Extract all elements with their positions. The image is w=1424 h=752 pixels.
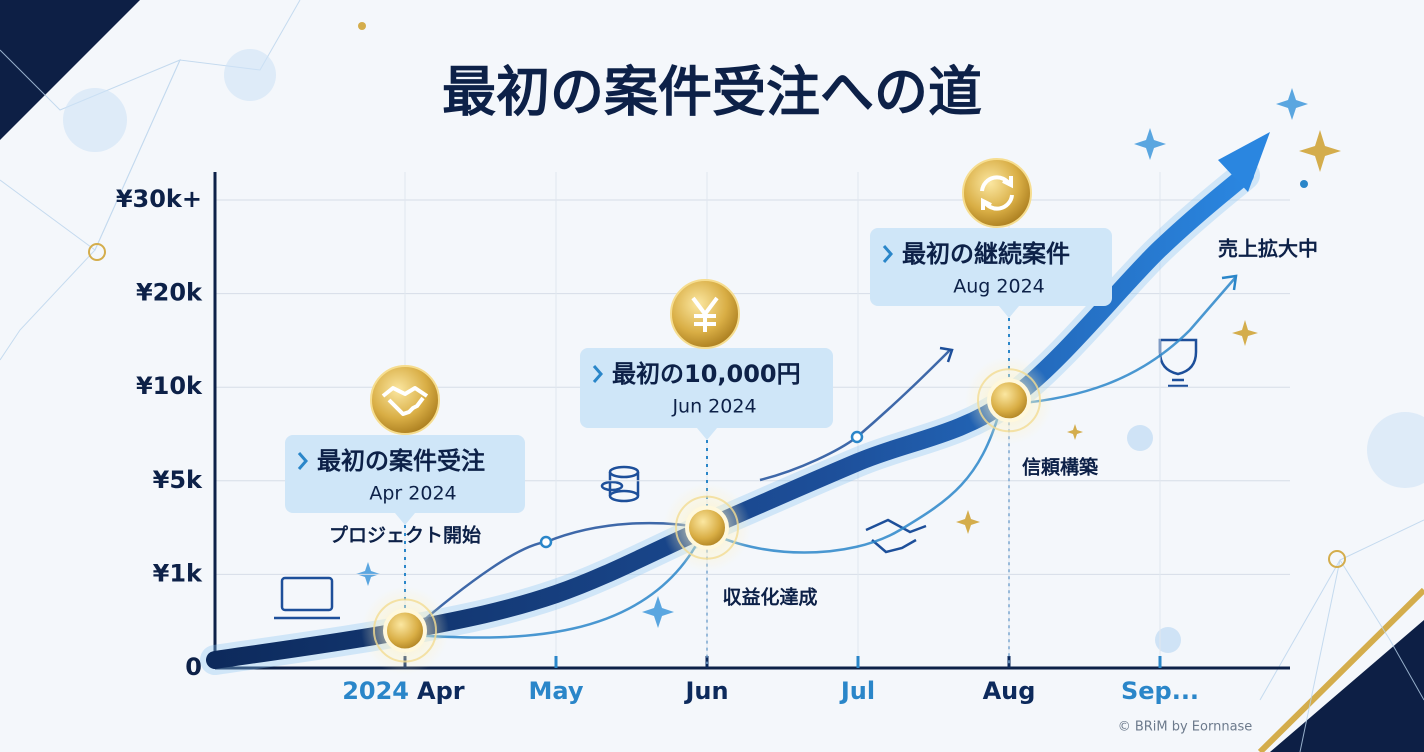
- milestone-caption: 収益化達成: [722, 586, 817, 609]
- y-tick-label: ¥10k: [136, 372, 203, 400]
- milestone-date: Apr 2024: [369, 483, 456, 505]
- milestone-ring: [373, 598, 437, 663]
- x-tick-label: Jul: [839, 677, 875, 705]
- x-year-label: 2024: [342, 677, 409, 705]
- milestone-caption: 信頼構築: [1022, 456, 1099, 479]
- milestone-caption: プロジェクト開始: [329, 524, 481, 547]
- footer: © BRiM by Eornnase: [1118, 720, 1253, 735]
- trend-label: 売上拡大中: [1218, 237, 1318, 261]
- arrow-head: [1218, 132, 1270, 192]
- icon-symbol: [691, 296, 719, 332]
- callout-box: [285, 435, 525, 513]
- milestone-icon: [370, 365, 440, 435]
- milestone-point: [383, 608, 427, 653]
- callout-box: [870, 228, 1112, 306]
- milestone-point: [987, 378, 1031, 423]
- arrow-small: [1221, 274, 1238, 291]
- y-tick-label: ¥20k: [136, 279, 203, 307]
- icon-symbol: [980, 175, 1014, 211]
- milestone-title: 最初の10,000円: [612, 360, 801, 388]
- milestone-point: [685, 505, 729, 550]
- milestone-ring: [977, 368, 1041, 433]
- icon-symbol: [381, 386, 429, 416]
- secondary-path: [409, 409, 1002, 639]
- milestone-ring: [675, 495, 739, 560]
- callout-pointer: [999, 306, 1019, 318]
- milestone-title: 最初の案件受注: [317, 447, 485, 475]
- x-tick-label: May: [529, 677, 584, 705]
- path-node: [850, 430, 864, 444]
- x-tick-label: Apr: [417, 677, 465, 705]
- milestone-icon: [962, 158, 1032, 228]
- y-tick-label: ¥30k+: [116, 185, 202, 213]
- y-tick-label: ¥5k: [153, 466, 203, 494]
- milestone-title: 最初の継続案件: [902, 240, 1070, 268]
- x-tick-label: Jun: [683, 677, 728, 705]
- path-node: [539, 535, 553, 549]
- callout-box: [580, 348, 833, 428]
- page-title: 最初の案件受注への道: [442, 61, 982, 124]
- callout-pointer: [697, 428, 717, 440]
- y-tick-label: 0: [185, 653, 202, 681]
- callout-pointer: [395, 513, 415, 525]
- arrow-small: [939, 346, 954, 363]
- milestone-date: Jun 2024: [671, 396, 756, 418]
- chevron: [297, 452, 308, 470]
- milestone-date: Aug 2024: [953, 276, 1045, 298]
- chevron: [882, 245, 893, 263]
- y-tick-label: ¥1k: [153, 559, 203, 587]
- x-tick-label: Sep...: [1121, 677, 1199, 705]
- chevron: [592, 365, 603, 383]
- x-tick-label: Aug: [983, 677, 1036, 705]
